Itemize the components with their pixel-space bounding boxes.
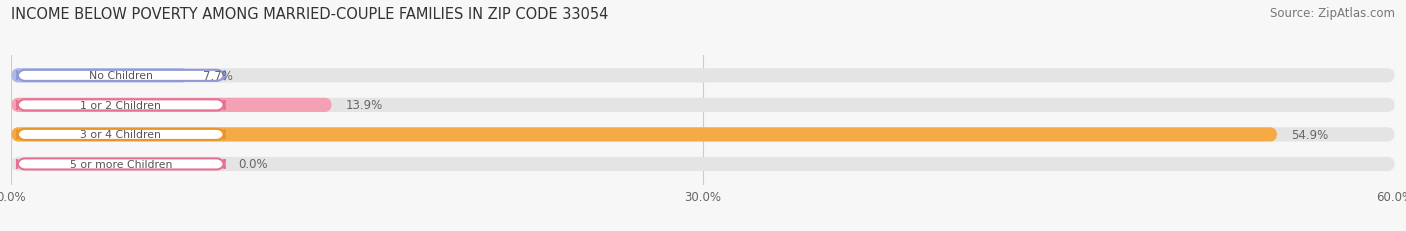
FancyBboxPatch shape (11, 157, 1395, 171)
FancyBboxPatch shape (17, 129, 225, 140)
FancyBboxPatch shape (17, 70, 225, 82)
FancyBboxPatch shape (11, 98, 1395, 112)
Text: 3 or 4 Children: 3 or 4 Children (80, 130, 162, 140)
Text: 0.0%: 0.0% (239, 158, 269, 171)
Text: 13.9%: 13.9% (346, 99, 382, 112)
Text: 54.9%: 54.9% (1291, 128, 1329, 141)
Text: 1 or 2 Children: 1 or 2 Children (80, 100, 162, 110)
Text: Source: ZipAtlas.com: Source: ZipAtlas.com (1270, 7, 1395, 20)
FancyBboxPatch shape (11, 128, 1395, 142)
FancyBboxPatch shape (11, 69, 1395, 83)
FancyBboxPatch shape (11, 128, 1277, 142)
Text: No Children: No Children (89, 71, 153, 81)
Text: 7.7%: 7.7% (202, 70, 232, 82)
Text: 5 or more Children: 5 or more Children (69, 159, 172, 169)
FancyBboxPatch shape (17, 159, 225, 170)
FancyBboxPatch shape (11, 98, 332, 112)
FancyBboxPatch shape (11, 69, 188, 83)
Text: INCOME BELOW POVERTY AMONG MARRIED-COUPLE FAMILIES IN ZIP CODE 33054: INCOME BELOW POVERTY AMONG MARRIED-COUPL… (11, 7, 609, 22)
FancyBboxPatch shape (17, 100, 225, 111)
